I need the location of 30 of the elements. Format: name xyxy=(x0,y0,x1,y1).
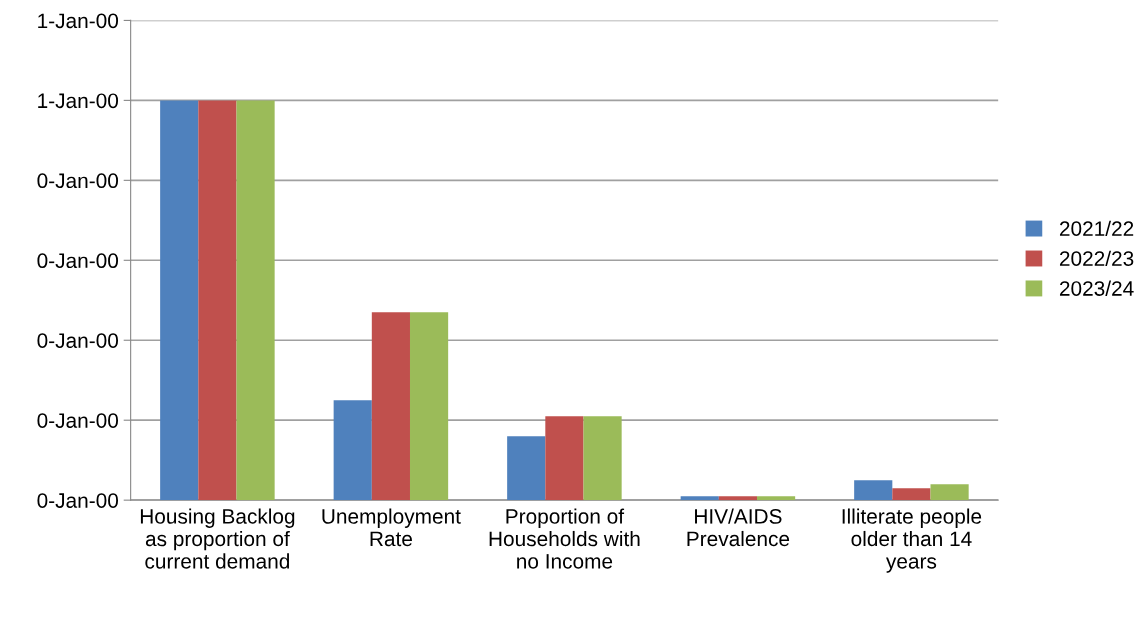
x-tick-label: HIV/AIDS Prevalence xyxy=(687,508,790,547)
bar xyxy=(930,484,969,501)
x-tick-label: Housing Backlog as proportion of current demand xyxy=(140,508,295,569)
bar xyxy=(892,488,931,501)
text: 0-Jan-00 xyxy=(37,333,119,348)
text: 0-Jan-00 xyxy=(37,413,119,428)
bar xyxy=(236,100,275,501)
bar xyxy=(409,312,449,501)
text: 0-Jan-00 xyxy=(37,253,119,269)
x-tick-label: Illiterate people older than 14 years xyxy=(842,508,982,573)
bar xyxy=(854,480,893,501)
bar xyxy=(545,416,584,501)
text: 0-Jan-00 xyxy=(37,493,119,508)
bar xyxy=(718,496,757,501)
x-tick-label: Proportion of Households with no Income xyxy=(489,508,640,569)
text: 1-Jan-00 xyxy=(38,13,119,29)
bar xyxy=(160,100,199,501)
bar xyxy=(333,400,372,501)
text: 1-Jan-00 xyxy=(38,93,119,109)
legend-label: 2023/24 xyxy=(1059,280,1134,296)
bar xyxy=(680,496,719,501)
legend-label: 2022/23 xyxy=(1059,250,1134,266)
bar xyxy=(371,312,410,501)
bar xyxy=(756,496,796,501)
bar xyxy=(507,436,546,501)
bar xyxy=(583,416,622,501)
text: 0-Jan-00 xyxy=(37,173,119,189)
x-tick-label: Unemployment Rate xyxy=(322,508,461,547)
bar xyxy=(198,100,237,501)
legend-label: 2021/22 xyxy=(1059,220,1134,236)
